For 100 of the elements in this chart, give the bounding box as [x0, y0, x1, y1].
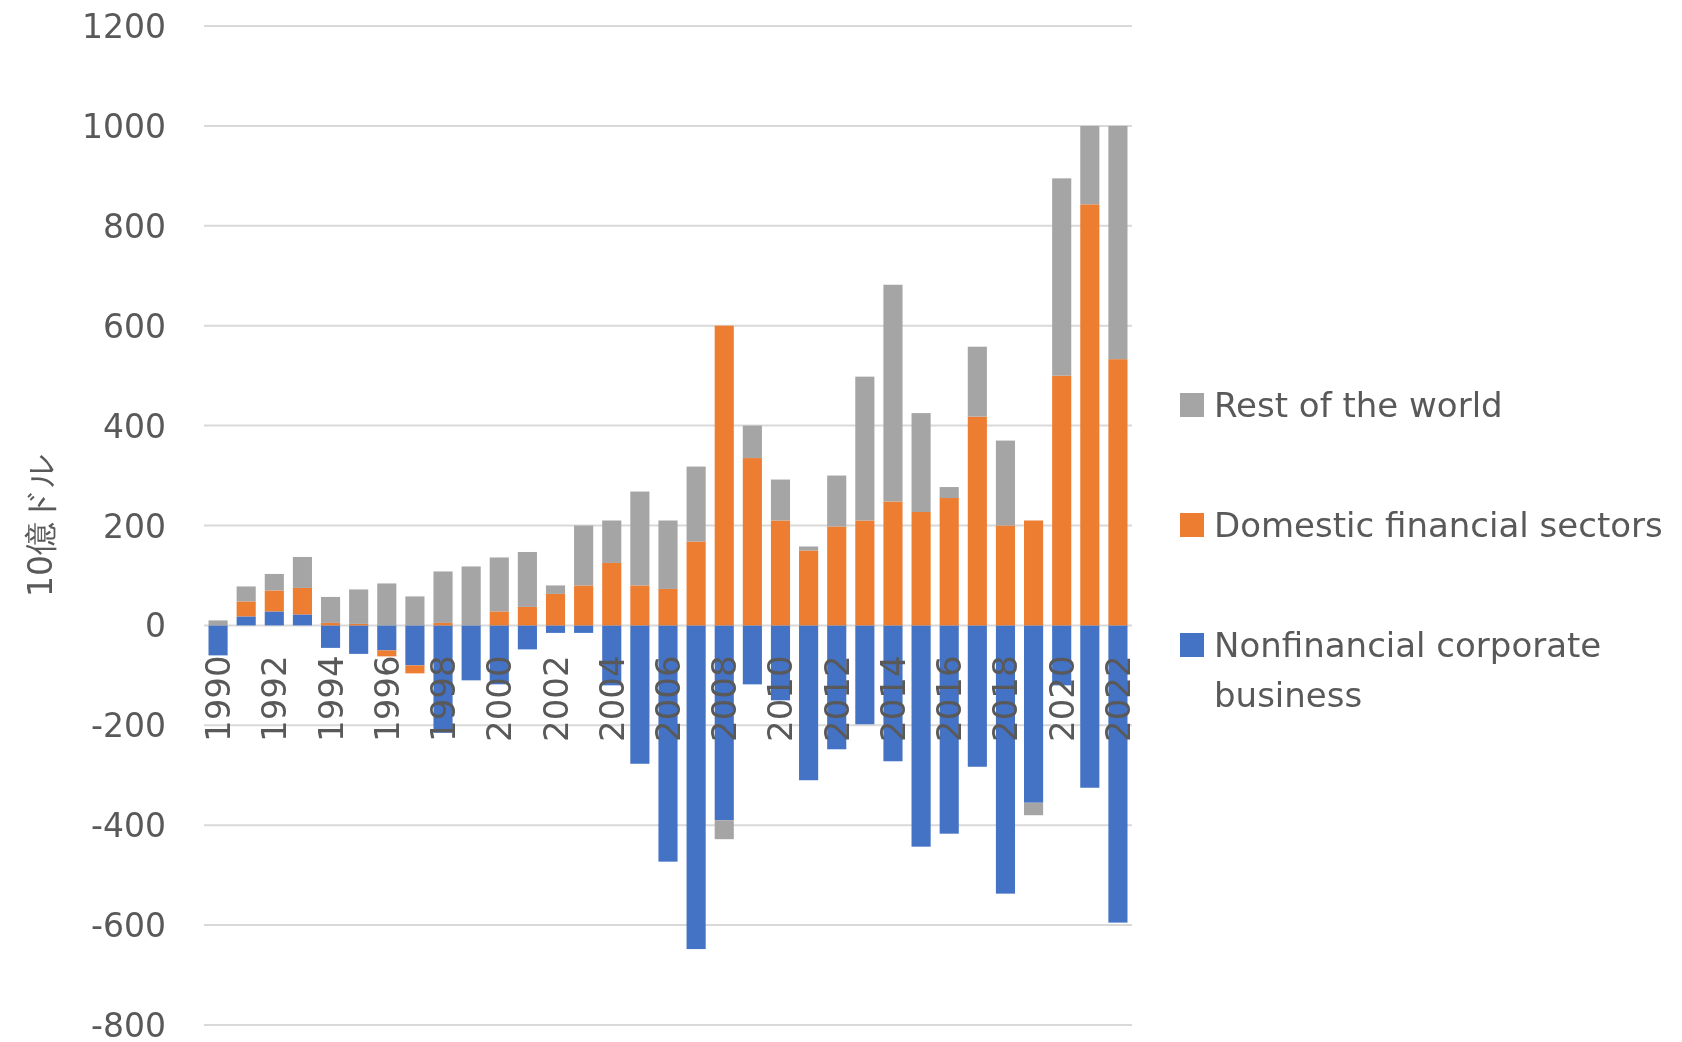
x-tick-label: 2008	[704, 655, 745, 742]
y-tick-label: 1000	[82, 106, 166, 146]
bar	[405, 665, 425, 674]
bar	[939, 498, 959, 626]
bar	[1052, 375, 1072, 626]
bar	[630, 491, 650, 586]
x-tick-label: 1996	[366, 655, 407, 742]
bar	[236, 616, 256, 626]
y-tick-label: 1200	[82, 7, 166, 46]
bar	[461, 566, 481, 626]
bar	[883, 501, 903, 626]
bar	[292, 587, 312, 615]
bar	[264, 590, 284, 612]
bar	[770, 479, 791, 521]
y-tick-label: -800	[91, 1006, 166, 1042]
bar	[1024, 625, 1044, 803]
bar	[208, 625, 228, 656]
bar	[658, 520, 678, 589]
bar	[995, 525, 1016, 626]
legend-label: Nonfinancial corporate business	[1214, 625, 1602, 715]
x-tick-label: 1992	[254, 655, 295, 742]
bar	[855, 376, 875, 521]
bar	[574, 585, 594, 626]
bar	[1052, 178, 1072, 376]
bar	[405, 596, 425, 626]
y-tick-label: 400	[103, 406, 166, 446]
x-tick-label: 2006	[648, 655, 688, 742]
bar	[461, 625, 481, 681]
bar	[714, 325, 734, 626]
bar	[545, 593, 566, 626]
x-tick-label: 1998	[423, 655, 464, 742]
bar	[292, 556, 312, 588]
x-tick-label: 2022	[1097, 655, 1138, 742]
bar	[433, 571, 453, 623]
y-tick-label: 600	[103, 306, 166, 346]
bar	[517, 606, 537, 626]
bar	[292, 614, 312, 626]
bar	[517, 551, 537, 607]
bar	[658, 588, 678, 626]
bar	[911, 625, 931, 847]
bar	[1080, 125, 1100, 205]
bar	[405, 625, 425, 666]
bar	[799, 550, 819, 626]
bar	[517, 625, 537, 650]
y-tick-label: -200	[91, 706, 166, 746]
bar	[967, 346, 987, 417]
x-tick-label: 2014	[872, 655, 913, 742]
bar	[770, 520, 791, 626]
bar	[489, 611, 509, 626]
x-tick-label: 2016	[929, 655, 970, 742]
x-tick-label: 2010	[760, 655, 801, 742]
bar	[264, 611, 284, 626]
bar	[742, 625, 762, 685]
x-tick-label: 2004	[591, 655, 632, 742]
bar	[967, 416, 987, 626]
bar	[827, 526, 847, 626]
bar	[208, 620, 228, 626]
bar	[799, 546, 819, 551]
bar	[377, 583, 397, 626]
bar	[236, 601, 256, 617]
x-tick-label: 1990	[198, 655, 239, 742]
bar	[489, 557, 509, 612]
bar	[1080, 204, 1100, 626]
bar	[320, 596, 341, 623]
y-tick-label: 800	[103, 206, 166, 246]
bar	[545, 585, 566, 594]
y-tick-label: 200	[103, 506, 166, 546]
bar	[939, 487, 959, 499]
x-tick-label: 2018	[985, 655, 1026, 742]
bar	[1024, 802, 1044, 816]
y-tick-label: -400	[91, 806, 166, 846]
bar	[1108, 359, 1128, 626]
bar	[1024, 520, 1044, 626]
y-axis-title: 10億ドル	[21, 454, 60, 597]
bar	[349, 589, 369, 624]
bar	[742, 458, 762, 626]
y-tick-label: -600	[91, 906, 166, 946]
bar	[686, 466, 706, 542]
bar	[320, 625, 341, 648]
bar	[799, 625, 819, 781]
bar	[686, 625, 706, 950]
bar	[377, 625, 397, 651]
bar	[264, 573, 284, 591]
x-tick-label: 2020	[1041, 655, 1082, 742]
bar	[827, 475, 847, 527]
bar	[855, 520, 875, 626]
bar	[1080, 625, 1100, 788]
bar	[630, 585, 650, 626]
bar	[967, 625, 987, 767]
bar	[349, 625, 369, 654]
legend-label: Rest of the world	[1214, 385, 1503, 425]
bar	[855, 625, 875, 725]
bar	[1108, 125, 1128, 360]
x-tick-label: 2002	[535, 655, 576, 742]
x-tick-label: 2000	[479, 655, 520, 742]
bar	[602, 562, 622, 626]
bar	[911, 512, 931, 626]
x-tick-label: 2012	[816, 655, 857, 742]
bar	[545, 625, 566, 633]
bar	[686, 541, 706, 626]
